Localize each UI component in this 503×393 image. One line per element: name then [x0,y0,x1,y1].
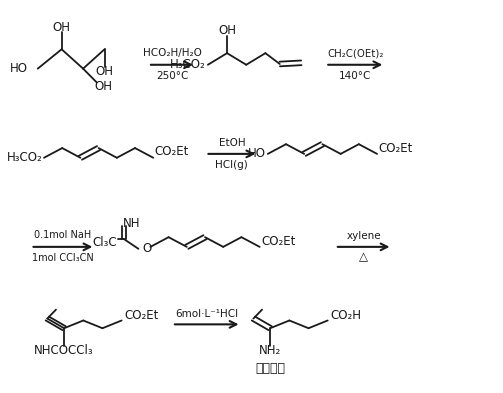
Text: 140°C: 140°C [339,71,371,81]
Text: 氨己烯酸: 氨己烯酸 [255,362,285,375]
Text: CO₂Et: CO₂Et [124,309,158,322]
Text: HO: HO [247,147,266,160]
Text: CO₂Et: CO₂Et [261,235,295,248]
Text: OH: OH [96,65,114,78]
Text: OH: OH [53,22,70,35]
Text: EtOH: EtOH [218,138,245,148]
Text: CO₂H: CO₂H [330,309,361,322]
Text: Cl₃C: Cl₃C [92,237,117,250]
Text: H₃CO₂: H₃CO₂ [7,151,43,164]
Text: H₃CO₂: H₃CO₂ [170,58,206,71]
Text: xylene: xylene [347,231,381,241]
Text: O: O [142,242,151,255]
Text: OH: OH [94,79,112,93]
Text: CH₂C(OEt)₂: CH₂C(OEt)₂ [327,48,383,58]
Text: NH: NH [122,217,140,230]
Text: 1mol CCl₃CN: 1mol CCl₃CN [32,253,94,263]
Text: OH: OH [218,24,236,37]
Text: NH₂: NH₂ [259,344,281,357]
Text: △: △ [359,250,368,263]
Text: CO₂Et: CO₂Et [155,145,189,158]
Text: NHCOCCl₃: NHCOCCl₃ [34,344,94,357]
Text: 6mol·L⁻¹HCl: 6mol·L⁻¹HCl [175,309,238,318]
Text: CO₂Et: CO₂Et [378,141,413,154]
Text: HO: HO [10,62,28,75]
Text: HCO₂H/H₂O: HCO₂H/H₂O [142,48,201,58]
Text: HCl(g): HCl(g) [215,160,248,170]
Text: 250°C: 250°C [156,71,188,81]
Text: 0.1mol NaH: 0.1mol NaH [34,230,92,240]
